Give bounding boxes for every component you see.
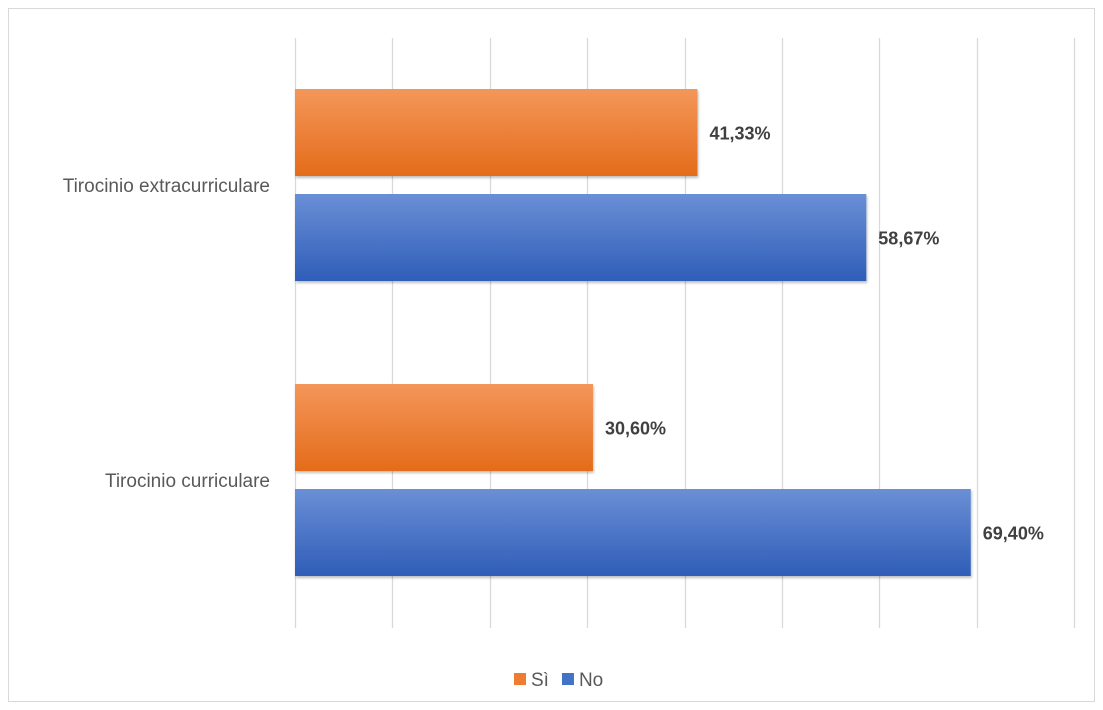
bar-curriculare-no xyxy=(295,489,971,576)
category-label: Tirocinio extracurriculare xyxy=(63,176,270,197)
bars xyxy=(295,89,971,576)
category-labels: Tirocinio extracurriculare Tirocinio curr… xyxy=(63,176,270,492)
legend: Sì No xyxy=(514,670,603,691)
bar-curriculare-si xyxy=(295,384,593,471)
bar-extracurriculare-no xyxy=(295,194,866,281)
data-label: 41,33% xyxy=(709,124,770,144)
category-label: Tirocinio curriculare xyxy=(105,471,270,492)
data-label: 69,40% xyxy=(983,524,1044,544)
legend-label: Sì xyxy=(531,670,549,691)
legend-label: No xyxy=(579,670,603,691)
bar-extracurriculare-si xyxy=(295,89,697,176)
legend-swatch-no xyxy=(562,673,574,685)
data-label: 58,67% xyxy=(878,229,939,249)
data-label: 30,60% xyxy=(605,419,666,439)
legend-swatch-si xyxy=(514,673,526,685)
